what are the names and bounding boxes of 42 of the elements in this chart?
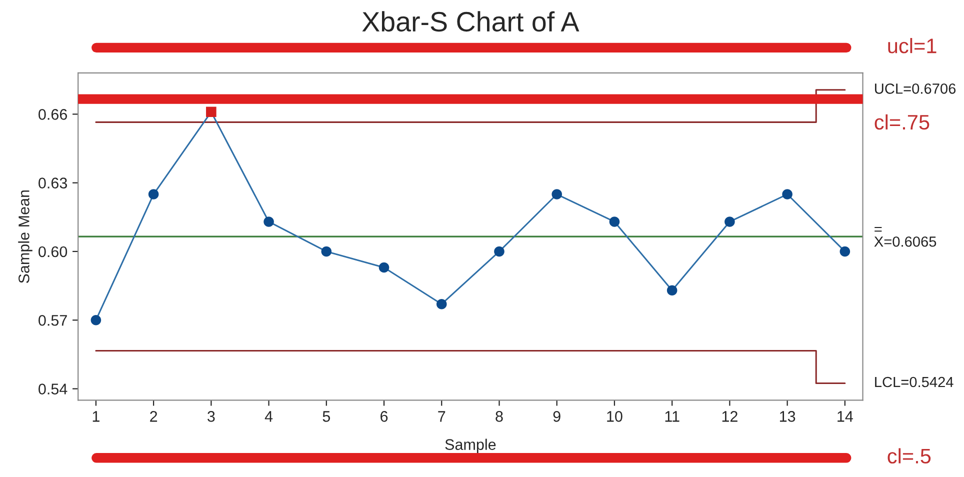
- point: [436, 298, 447, 310]
- chart-title: Xbar-S Chart of A: [362, 11, 580, 32]
- ref-line-label: cl=.75: [874, 114, 930, 130]
- point: [724, 216, 735, 227]
- x-tick-label: 8: [496, 411, 503, 422]
- text: ucl=1: [888, 38, 936, 54]
- point: [148, 189, 159, 200]
- x-tick-label: 2: [150, 411, 158, 422]
- x-tick-label: 1: [92, 411, 100, 422]
- x-tick-label: 12: [722, 411, 738, 422]
- x-tick-label: 11: [665, 411, 680, 422]
- point: [206, 106, 216, 118]
- point: [378, 262, 390, 273]
- x-tick-label: 10: [607, 411, 622, 422]
- x-tick-label: 6: [380, 411, 388, 422]
- x-tick-label: 5: [322, 411, 330, 422]
- y-axis-title: Sample Mean: [18, 190, 32, 284]
- text: cl=.5: [888, 448, 931, 464]
- point: [494, 246, 504, 257]
- point: [321, 246, 332, 257]
- point: [666, 285, 678, 296]
- point: [264, 216, 274, 227]
- x-tick-label: 7: [438, 411, 446, 422]
- x-tick-label: 13: [780, 411, 796, 422]
- point: [782, 189, 792, 200]
- x-tick-label: 4: [264, 411, 273, 422]
- point: [90, 314, 102, 326]
- x-axis-title: Sample: [445, 438, 496, 453]
- point: [552, 189, 562, 200]
- y-tick-label: 0.57: [38, 314, 67, 326]
- point: [609, 216, 620, 227]
- x-tick-label: 3: [208, 411, 215, 422]
- y-tick-label: 0.63: [38, 178, 67, 189]
- text: LCL=0.5424: [875, 376, 954, 388]
- x-tick-label: 14: [838, 411, 853, 422]
- y-tick-label: 0.66: [38, 109, 67, 120]
- point: [840, 246, 850, 257]
- y-tick-label: 0.60: [38, 246, 68, 258]
- text: UCL=0.6706: [875, 84, 956, 94]
- y-tick-label: 0.54: [38, 384, 68, 394]
- ref-line-label: = X=0.6065: [874, 226, 936, 247]
- x-tick-label: 9: [553, 411, 560, 422]
